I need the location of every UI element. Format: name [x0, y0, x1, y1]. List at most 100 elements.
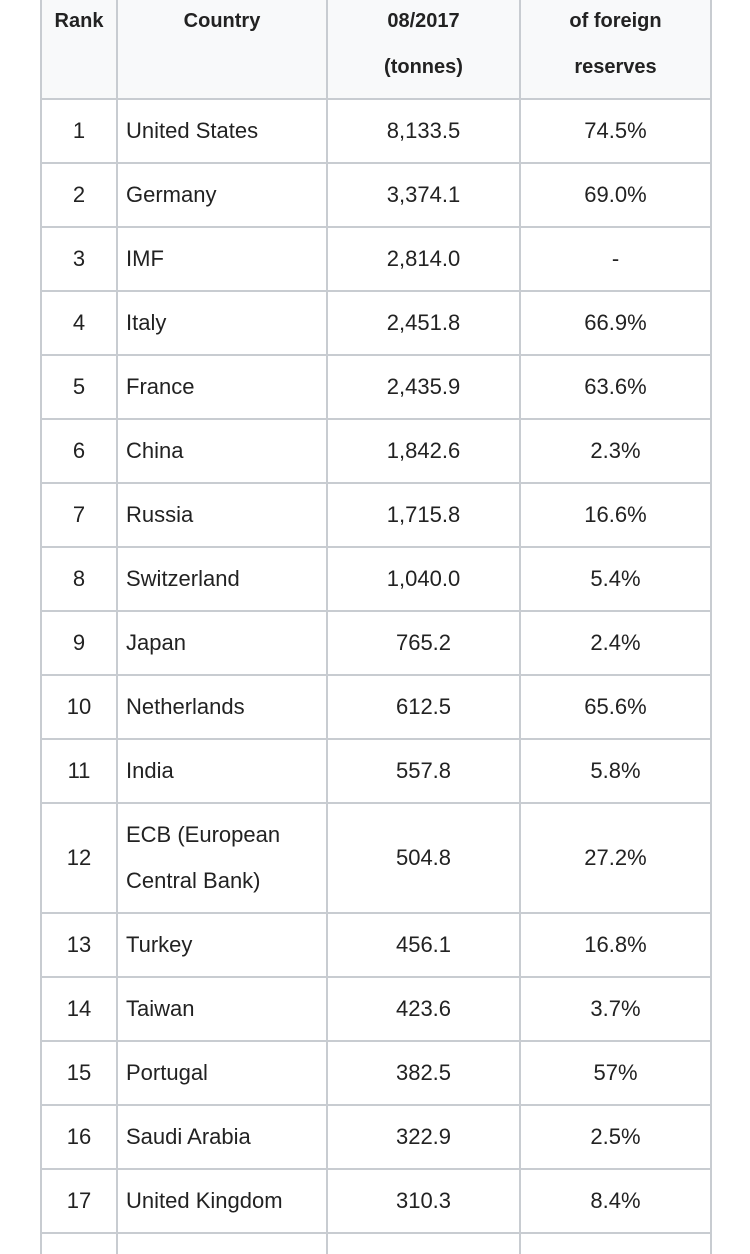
- country-cell: Italy: [116, 290, 328, 356]
- tonnes-cell: 456.1: [326, 912, 521, 978]
- country-cell: IMF: [116, 226, 328, 292]
- rank-cell: 11: [40, 738, 118, 804]
- table-row: 1 United States 8,133.5 74.5%: [40, 98, 712, 164]
- percent-cell: 66.9%: [519, 290, 712, 356]
- table-row: 7 Russia 1,715.8 16.6%: [40, 482, 712, 548]
- country-cell: ECB (European Central Bank): [116, 802, 328, 914]
- header-row: Rank Country 08/2017 (tonnes) of foreign…: [40, 0, 712, 100]
- tonnes-cell: 2,451.8: [326, 290, 521, 356]
- table-row: 17 United Kingdom 310.3 8.4%: [40, 1168, 712, 1234]
- column-header-percent[interactable]: of foreign reserves: [519, 0, 712, 100]
- percent-cell: 16.8%: [519, 912, 712, 978]
- country-cell: Russia: [116, 482, 328, 548]
- percent-cell: 63.6%: [519, 354, 712, 420]
- column-header-tonnes-line2: (tonnes): [384, 56, 463, 78]
- gold-reserves-table-container: Rank Country 08/2017 (tonnes) of foreign…: [40, 0, 712, 1254]
- rank-cell: 10: [40, 674, 118, 740]
- tonnes-cell: 1,040.0: [326, 546, 521, 612]
- table-row: 11 India 557.8 5.8%: [40, 738, 712, 804]
- rank-cell: 14: [40, 976, 118, 1042]
- table-body: 1 United States 8,133.5 74.5% 2 Germany …: [40, 98, 712, 1254]
- column-header-tonnes[interactable]: 08/2017 (tonnes): [326, 0, 521, 100]
- rank-cell: 17: [40, 1168, 118, 1234]
- percent-cell: 5.8%: [519, 738, 712, 804]
- rank-cell: 5: [40, 354, 118, 420]
- tonnes-cell: 557.8: [326, 738, 521, 804]
- column-header-percent-line2: reserves: [574, 56, 657, 78]
- rank-cell: 12: [40, 802, 118, 914]
- country-cell: Switzerland: [116, 546, 328, 612]
- tonnes-cell: 382.5: [326, 1040, 521, 1106]
- country-cell: Taiwan: [116, 976, 328, 1042]
- country-cell: Netherlands: [116, 674, 328, 740]
- table-row: 12 ECB (European Central Bank) 504.8 27.…: [40, 802, 712, 914]
- table-row: 5 France 2,435.9 63.6%: [40, 354, 712, 420]
- country-cell: United States: [116, 98, 328, 164]
- percent-cell: 2.4%: [519, 610, 712, 676]
- percent-cell: 2.3%: [519, 418, 712, 484]
- country-cell: China: [116, 418, 328, 484]
- column-header-rank-label: Rank: [54, 10, 104, 32]
- percent-cell: 5.4%: [519, 546, 712, 612]
- percent-cell: 8.4%: [519, 1168, 712, 1234]
- percent-cell: 65.6%: [519, 674, 712, 740]
- tonnes-cell: 1,715.8: [326, 482, 521, 548]
- country-cell: France: [116, 354, 328, 420]
- country-cell: Saudi Arabia: [116, 1104, 328, 1170]
- rank-cell: 6: [40, 418, 118, 484]
- table-row: 13 Turkey 456.1 16.8%: [40, 912, 712, 978]
- rank-cell: 4: [40, 290, 118, 356]
- percent-cell: -: [519, 226, 712, 292]
- table-row: 8 Switzerland 1,040.0 5.4%: [40, 546, 712, 612]
- rank-cell: 8: [40, 546, 118, 612]
- percent-cell: 74.5%: [519, 98, 712, 164]
- rank-cell: 3: [40, 226, 118, 292]
- table-row: 14 Taiwan 423.6 3.7%: [40, 976, 712, 1042]
- tonnes-cell: 423.6: [326, 976, 521, 1042]
- table-row: 3 IMF 2,814.0 -: [40, 226, 712, 292]
- tonnes-cell: 765.2: [326, 610, 521, 676]
- tonnes-cell: 3,374.1: [326, 162, 521, 228]
- table-row: 2 Germany 3,374.1 69.0%: [40, 162, 712, 228]
- country-cell: India: [116, 738, 328, 804]
- rank-cell: 9: [40, 610, 118, 676]
- percent-cell: 69.0%: [519, 162, 712, 228]
- table-row: 16 Saudi Arabia 322.9 2.5%: [40, 1104, 712, 1170]
- rank-cell: 16: [40, 1104, 118, 1170]
- tonnes-cell: 504.8: [326, 802, 521, 914]
- percent-cell: 3.7%: [519, 976, 712, 1042]
- rank-cell: 2: [40, 162, 118, 228]
- table-row: 4 Italy 2,451.8 66.9%: [40, 290, 712, 356]
- table-row: 15 Portugal 382.5 57%: [40, 1040, 712, 1106]
- tonnes-cell: 322.9: [326, 1104, 521, 1170]
- column-header-percent-line1: of foreign: [569, 10, 662, 32]
- table-row: 10 Netherlands 612.5 65.6%: [40, 674, 712, 740]
- percent-cell: 16.6%: [519, 482, 712, 548]
- tonnes-cell: 2,814.0: [326, 226, 521, 292]
- tonnes-cell: 612.5: [326, 674, 521, 740]
- table-row: 9 Japan 765.2 2.4%: [40, 610, 712, 676]
- rank-cell: 7: [40, 482, 118, 548]
- tonnes-cell: 310.3: [326, 1168, 521, 1234]
- tonnes-cell: 8,133.5: [326, 98, 521, 164]
- table-header: Rank Country 08/2017 (tonnes) of foreign…: [40, 0, 712, 100]
- column-header-rank[interactable]: Rank: [40, 0, 118, 100]
- percent-cell: 27.2%: [519, 802, 712, 914]
- rank-cell: 15: [40, 1040, 118, 1106]
- country-cell: Portugal: [116, 1040, 328, 1106]
- table-row: 6 China 1,842.6 2.3%: [40, 418, 712, 484]
- percent-cell: 2.5%: [519, 1104, 712, 1170]
- tonnes-cell: 2,435.9: [326, 354, 521, 420]
- country-cell: Turkey: [116, 912, 328, 978]
- tonnes-cell: 1,842.6: [326, 418, 521, 484]
- column-header-tonnes-line1: 08/2017: [387, 10, 460, 32]
- column-header-country[interactable]: Country: [116, 0, 328, 100]
- country-cell: Japan: [116, 610, 328, 676]
- column-header-country-label: Country: [183, 10, 261, 32]
- percent-cell: 57%: [519, 1040, 712, 1106]
- country-cell: United Kingdom: [116, 1168, 328, 1234]
- gold-reserves-table: Rank Country 08/2017 (tonnes) of foreign…: [40, 0, 712, 1254]
- rank-cell: 1: [40, 98, 118, 164]
- rank-cell: 13: [40, 912, 118, 978]
- country-cell: Germany: [116, 162, 328, 228]
